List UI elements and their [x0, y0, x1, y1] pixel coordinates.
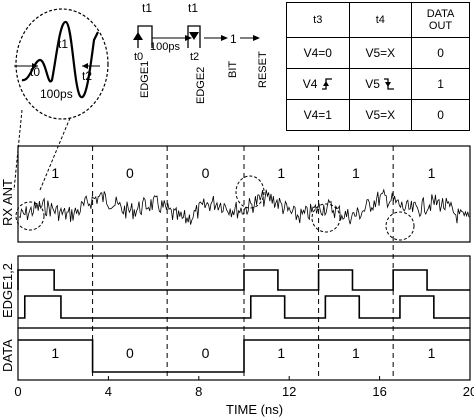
edge-panel: EDGE1,2: [0, 255, 471, 329]
cell-out: 0: [411, 37, 470, 69]
cell-t4: V5=X: [348, 99, 413, 131]
data-panel: DATA 1 0 0 1 1 1: [0, 327, 471, 381]
cell-t4-text: V5: [365, 76, 380, 91]
truth-table-header-row: t3 t4 DATA OUT: [286, 2, 470, 38]
truth-table: t3 t4 DATA OUT V4=0 V5=X 0 V4 V5 1 V4=1 …: [286, 2, 470, 131]
header-data-out: DATA OUT: [411, 2, 470, 38]
cell-out: 0: [411, 99, 470, 131]
inset-t1-label: t1: [58, 37, 68, 51]
rx-bit-label: 0: [126, 165, 134, 181]
inset-t2-label: t2: [82, 69, 92, 83]
timing-sketch: t1 t1 t0 100ps t2 1 EDGE1 EDGE2 BIT RESE…: [133, 1, 269, 104]
rx-ant-label: RX ANT: [0, 179, 15, 226]
rx-bit-label: 1: [428, 165, 436, 181]
data-bit-label: 1: [51, 345, 59, 361]
cell-out: 1: [411, 68, 470, 100]
x-tick-label: 20: [463, 384, 474, 399]
x-tick-label: 0: [14, 384, 21, 399]
sketch-t0: t0: [134, 51, 143, 63]
edge-label: EDGE1,2: [0, 263, 15, 318]
header-t3: t3: [286, 2, 350, 38]
truth-table-row: V4=0 V5=X 0: [286, 37, 470, 69]
data-label: DATA: [0, 339, 15, 372]
rx-bit-label: 0: [202, 165, 210, 181]
header-t4: t4: [348, 2, 413, 38]
rx-panel: RX ANT 1 0 0 1 1 1: [0, 145, 471, 243]
x-tick-label: 4: [105, 384, 112, 399]
rising-edge-icon: [321, 78, 332, 91]
x-axis-ticks: 0 4 8 12 16 20: [14, 376, 474, 399]
data-bit-label: 1: [352, 345, 360, 361]
x-tick-label: 16: [372, 384, 386, 399]
sketch-t1-a: t1: [142, 1, 152, 15]
edge2-waveform: [18, 295, 470, 319]
rx-bit-label: 1: [352, 165, 360, 181]
cell-t3: V4=1: [286, 99, 350, 131]
truth-table-row: V4=1 V5=X 0: [286, 99, 470, 131]
sketch-bit-arrow-label: 1: [230, 32, 237, 46]
x-tick-label: 8: [195, 384, 202, 399]
cell-t3-text: V4: [302, 76, 318, 91]
inset-width-label: 100ps: [40, 87, 73, 101]
inset-t0-label: t0: [30, 65, 40, 79]
sketch-t2: t2: [190, 51, 199, 63]
data-bit-label: 1: [428, 345, 436, 361]
data-bit-label: 0: [202, 345, 210, 361]
sketch-reset: RESET: [257, 51, 269, 88]
data-bit-label: 1: [277, 345, 285, 361]
cell-t4: V5=X: [348, 37, 413, 69]
rx-bit-label: 1: [51, 165, 59, 181]
sketch-edge1: EDGE1: [139, 61, 151, 98]
inset-pulse-waveform: [21, 20, 99, 99]
sketch-bit: BIT: [227, 61, 239, 78]
bit-boundary-lines: [92, 146, 394, 380]
data-bit-label: 0: [126, 345, 134, 361]
truth-table-row: V4 V5 1: [286, 68, 470, 100]
rx-bit-labels: 1 0 0 1 1 1: [51, 165, 435, 181]
falling-edge-icon: [384, 78, 395, 91]
header-data-out-text: DATA OUT: [426, 8, 455, 32]
cell-t4: V5: [348, 68, 413, 100]
x-axis-label: TIME (ns): [226, 402, 283, 417]
rx-bit-label: 1: [277, 165, 285, 181]
x-tick-label: 12: [282, 384, 296, 399]
cell-t3: V4=0: [286, 37, 350, 69]
pulse-inset: t1 t0 t2 100ps: [13, 8, 109, 191]
sketch-delay: 100ps: [150, 41, 180, 53]
cell-t3: V4: [286, 68, 350, 100]
sketch-t1-b: t1: [188, 1, 198, 15]
data-bit-labels: 1 0 0 1 1 1: [51, 345, 435, 361]
sketch-edge2: EDGE2: [195, 67, 207, 104]
